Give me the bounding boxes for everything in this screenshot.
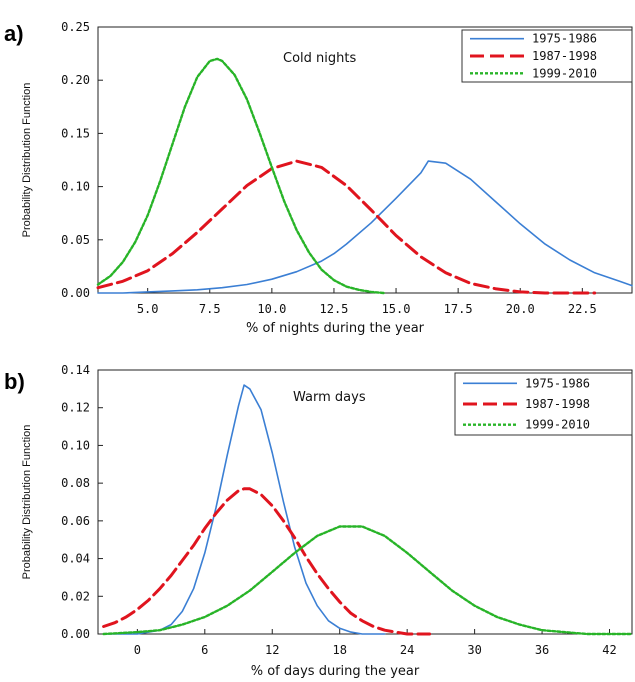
panel-label: b) (4, 369, 25, 394)
y-tick-label: 0.05 (61, 233, 90, 247)
series-line-1975-1986 (97, 160, 633, 294)
x-tick-label: 18 (332, 643, 346, 657)
series-line-1987-1998 (96, 159, 597, 295)
y-tick-label: 0.00 (61, 627, 90, 641)
x-tick-label: 17.5 (444, 302, 473, 316)
y-tick-label: 0.14 (61, 363, 90, 377)
x-tick-label: 22.5 (568, 302, 597, 316)
x-tick-label: 30 (467, 643, 481, 657)
x-tick-label: 5.0 (137, 302, 159, 316)
y-tick-label: 0.12 (61, 401, 90, 415)
chart-title: Warm days (293, 390, 366, 405)
legend-label: 1999-2010 (525, 418, 590, 432)
legend-label: 1999-2010 (532, 66, 597, 80)
y-tick-label: 0.06 (61, 514, 90, 528)
y-tick-label: 0.20 (61, 73, 90, 87)
series-line-1999-2010 (102, 525, 634, 636)
x-tick-label: 12.5 (320, 302, 349, 316)
x-axis-label: % of days during the year (251, 664, 420, 679)
series-line-1975-1986 (102, 384, 386, 635)
legend-label: 1975-1986 (525, 376, 590, 390)
legend-label: 1975-1986 (532, 32, 597, 46)
legend: 1975-1986 1987-1998 1999-2010 (461, 29, 633, 83)
x-tick-label: 12 (265, 643, 279, 657)
x-tick-label: 15.0 (382, 302, 411, 316)
x-tick-label: 42 (602, 643, 616, 657)
x-axis-label: % of nights during the year (246, 321, 425, 336)
y-tick-label: 0.25 (61, 20, 90, 34)
y-tick-label: 0.10 (61, 180, 90, 194)
panel-label: a) (4, 21, 24, 46)
y-axis-label: Probability Distribution Function (21, 425, 33, 580)
chart-title: Cold nights (283, 51, 356, 66)
y-axis-label: Probability Distribution Function (21, 83, 33, 238)
legend: 1975-1986 1987-1998 1999-2010 (454, 372, 633, 436)
series-line-1987-1998 (102, 487, 432, 636)
x-tick-label: 10.0 (257, 302, 286, 316)
chart-panel-a: a) 0.00 0.05 0.10 0.15 0.20 0.25 5.0 7.5 10.0 12.5… (4, 20, 633, 336)
series-line-1999-2010 (96, 57, 385, 295)
x-tick-label: 6 (201, 643, 208, 657)
x-tick-label: 20.0 (506, 302, 535, 316)
x-tick-label: 0 (134, 643, 141, 657)
x-tick-label: 36 (535, 643, 549, 657)
y-tick-label: 0.04 (61, 552, 90, 566)
x-tick-label: 7.5 (199, 302, 221, 316)
x-tick-label: 24 (400, 643, 414, 657)
y-tick-label: 0.10 (61, 438, 90, 452)
y-tick-label: 0.00 (61, 286, 90, 300)
legend-label: 1987-1998 (525, 397, 590, 411)
chart-panel-b: b) 0.00 0.02 0.04 0.06 0.08 0.10 0.12 0.14 0 6 12 18… (4, 363, 634, 679)
y-tick-label: 0.08 (61, 476, 90, 490)
y-tick-label: 0.15 (61, 126, 90, 140)
legend-label: 1987-1998 (532, 49, 597, 63)
plot-frame (97, 26, 633, 294)
y-tick-label: 0.02 (61, 589, 90, 603)
